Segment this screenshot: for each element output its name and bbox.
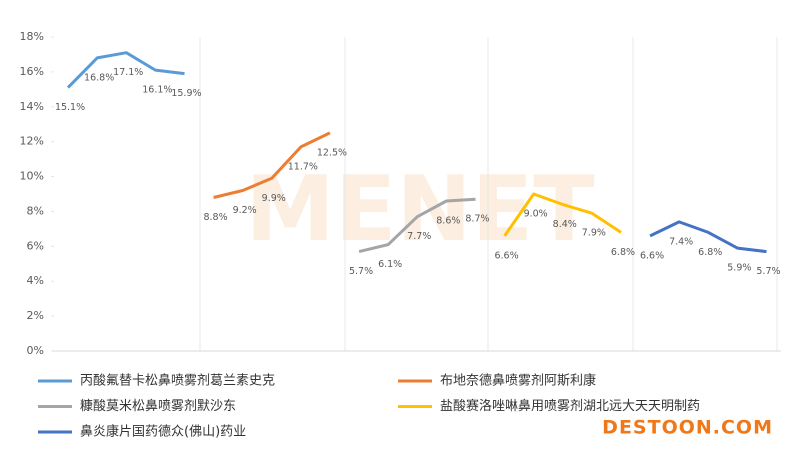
data-label: 9.0% [524,209,548,220]
y-tick-label: 6% [27,239,44,252]
y-tick-label: 0% [27,344,44,357]
data-label: 9.9% [262,193,286,204]
series-line [66,51,185,89]
data-label: 6.8% [611,247,635,258]
data-label: 6.8% [698,247,722,258]
data-label: 7.4% [669,236,693,247]
legend-label: 盐酸赛洛唑啉鼻用喷雾剂湖北远大天天明制药 [440,398,700,414]
watermark-logo: MENET [245,157,594,262]
data-label: 6.6% [640,250,664,261]
y-tick-label: 10% [20,170,44,183]
y-tick-label: 8% [27,204,44,217]
legend-label: 糠酸莫米松鼻喷雾剂默沙东 [80,398,236,414]
data-label: 5.7% [756,266,780,277]
data-label: 5.7% [349,266,373,277]
y-tick-label: 14% [20,100,44,113]
data-label: 12.5% [317,147,347,158]
data-label: 15.1% [55,102,85,113]
data-label: 6.6% [494,250,518,261]
data-label: 7.9% [582,228,606,239]
series-line [503,192,622,237]
y-tick-label: 18% [20,30,44,43]
legend-label: 丙酸氟替卡松鼻喷雾剂葛兰素史克 [80,373,275,389]
legend-label: 布地奈德鼻喷雾剂阿斯利康 [440,373,596,389]
y-tick-label: 16% [20,65,44,78]
y-tick-label: 12% [20,135,44,148]
data-label: 8.8% [203,212,227,223]
data-label: 11.7% [288,161,318,172]
series-line [213,131,331,199]
data-label: 17.1% [113,67,143,78]
data-label: 15.9% [171,88,201,99]
data-label: 5.9% [727,263,751,274]
data-label: 8.4% [553,219,577,230]
data-label: 6.1% [378,259,402,270]
data-label: 16.1% [142,85,172,96]
data-label: 16.8% [84,72,114,83]
y-tick-label: 2% [27,309,44,322]
series-line [649,220,767,254]
y-tick-label: 4% [27,274,44,287]
data-label: 8.7% [465,214,489,225]
data-label: 9.2% [233,205,257,216]
data-label: 8.6% [436,215,460,226]
legend-label: 鼻炎康片国药德众(佛山)药业 [80,424,246,440]
series-line [358,197,476,254]
data-label: 7.7% [407,231,431,242]
watermark: DESTOON.COM [602,417,773,439]
